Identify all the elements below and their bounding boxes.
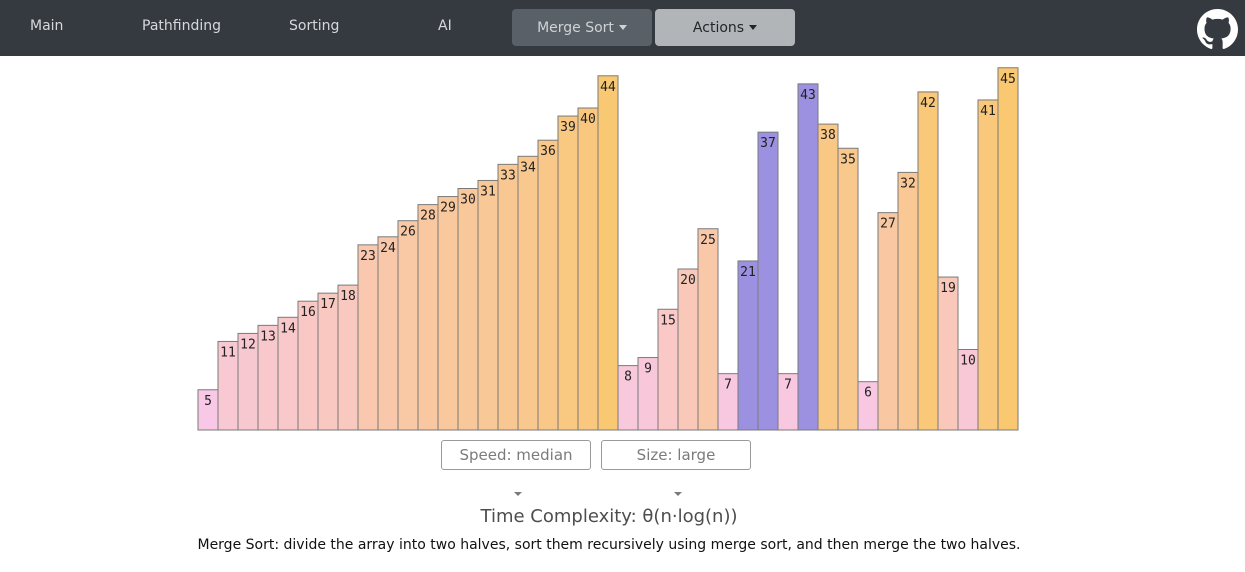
array-bar [397,220,419,431]
algorithm-dropdown-button[interactable]: Merge Sort [512,9,652,46]
bar-value-label: 38 [820,128,836,143]
bar-value-label: 26 [400,225,416,240]
bar-value-label: 7 [784,378,792,393]
array-bar [357,244,379,431]
bar-value-label: 6 [864,386,872,401]
speed-select[interactable]: Speed: median [441,440,591,470]
bar-value-label: 35 [840,152,856,167]
array-bar [977,99,999,431]
bar-value-label: 11 [220,345,236,360]
bar-value-label: 42 [920,96,936,111]
array-bar [997,67,1019,431]
algorithm-description: Merge Sort: divide the array into two ha… [197,537,1021,553]
bar-value-label: 16 [300,305,316,320]
array-bar [477,179,499,431]
bar-value-label: 17 [320,297,336,312]
array-bar [757,131,779,431]
array-bar [817,123,839,431]
bar-value-label: 23 [360,249,376,264]
array-bar [377,236,399,431]
bar-value-label: 37 [760,136,776,151]
size-caret-icon [674,492,682,496]
bar-value-label: 29 [440,201,456,216]
array-bar [877,212,899,431]
bar-value-label: 20 [680,273,696,288]
bar-value-label: 25 [700,233,716,248]
bar-value-label: 5 [204,394,212,409]
speed-caret-icon [514,492,522,496]
bar-value-label: 15 [660,313,676,328]
bar-value-label: 40 [580,112,596,127]
algorithm-dropdown-label: Merge Sort [537,20,614,36]
array-bar [537,139,559,431]
bar-value-label: 33 [500,168,516,183]
bar-value-label: 10 [960,354,976,369]
bar-value-label: 19 [940,281,956,296]
bar-value-label: 30 [460,193,476,208]
bar-value-label: 18 [340,289,356,304]
array-bar [497,163,519,431]
array-bar [937,276,959,431]
nav-pathfinding-link[interactable]: Pathfinding [142,18,221,34]
bar-value-label: 8 [624,370,632,385]
bar-value-label: 32 [900,176,916,191]
array-bar [417,204,439,431]
bar-value-label: 39 [560,120,576,135]
bar-value-label: 34 [520,160,536,175]
array-bar [677,268,699,431]
nav-ai-link[interactable]: AI [438,18,452,34]
bar-value-label: 24 [380,241,396,256]
bar-value-label: 14 [280,321,296,336]
bar-value-label: 27 [880,217,896,232]
caret-down-icon [749,25,758,30]
nav-sorting-link[interactable]: Sorting [289,18,340,34]
bar-value-label: 28 [420,209,436,224]
array-bar [317,292,339,431]
bar-value-label: 9 [644,362,652,377]
bar-value-label: 41 [980,104,996,119]
bar-value-label: 31 [480,184,496,199]
array-bar [517,155,539,431]
time-complexity: Time Complexity: θ(n·log(n)) [480,506,738,527]
array-bar [737,260,759,431]
array-bar [297,300,319,431]
bar-value-label: 36 [540,144,556,159]
array-bar [797,83,819,431]
caret-down-icon [618,25,627,30]
actions-dropdown-label: Actions [692,20,745,36]
array-bar [897,171,919,431]
array-bar [337,284,359,431]
bar-value-label: 7 [724,378,732,393]
github-icon[interactable] [1197,9,1238,50]
array-bar [557,115,579,431]
array-bar [697,228,719,431]
actions-dropdown-button[interactable]: Actions [655,9,795,46]
size-select[interactable]: Size: large [601,440,751,470]
array-bar [917,91,939,431]
bar-value-label: 12 [240,337,256,352]
array-bar [437,196,459,431]
bar-value-label: 43 [800,88,816,103]
navbar: Main Pathfinding Sorting AI Merge Sort A… [0,0,1245,56]
bar-value-label: 13 [260,329,276,344]
bar-value-label: 21 [740,265,756,280]
bar-value-label: 45 [1000,72,1016,87]
nav-main-link[interactable]: Main [30,18,64,34]
array-bar [577,107,599,431]
array-bar [597,75,619,431]
array-bar [457,188,479,431]
array-bar [837,147,859,431]
bar-value-label: 44 [600,80,616,95]
